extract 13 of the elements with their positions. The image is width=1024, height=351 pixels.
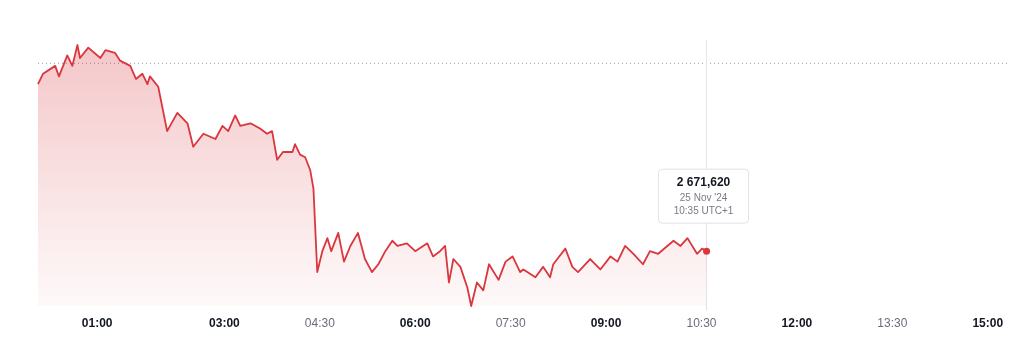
- annotation: 2 671,620: [676, 175, 731, 190]
- x-tick-label: 12:00: [781, 316, 813, 330]
- x-tick-label: 15:00: [972, 316, 1004, 330]
- x-tick-label: 07:30: [495, 316, 526, 330]
- x-tick-label: 01:00: [81, 316, 113, 330]
- annotation: 10:35 UTC+1: [673, 205, 734, 217]
- x-tick-label: 03:00: [209, 316, 241, 330]
- x-tick-label: 10:30: [686, 316, 717, 330]
- x-tick-label: 09:00: [590, 316, 622, 330]
- x-tick-label: 13:30: [877, 316, 908, 330]
- annotation: 25 Nov '24: [679, 192, 728, 204]
- x-tick-label: 04:30: [304, 316, 336, 330]
- x-tick-label: 06:00: [399, 316, 431, 330]
